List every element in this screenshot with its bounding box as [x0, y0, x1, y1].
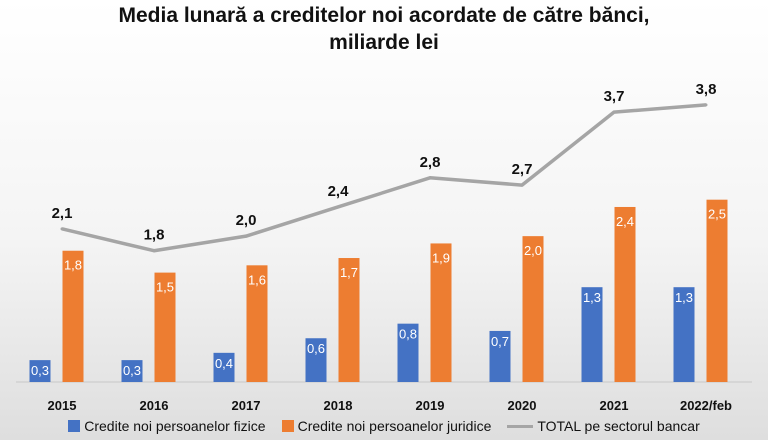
legend-swatch-total: [507, 424, 534, 428]
point-total-2017: [244, 234, 248, 238]
point-total-2020: [520, 183, 524, 187]
bar-persoane-juridice-2015: [62, 250, 84, 382]
x-tick-label-2022/feb: 2022/feb: [680, 398, 732, 413]
bar-persoane-juridice-2018: [338, 258, 360, 382]
data-label-persoane-juridice-2015: 1,8: [64, 258, 82, 273]
point-total-2019: [428, 176, 432, 180]
point-total-2018: [336, 205, 340, 209]
legend-label-persoane-juridice: Credite noi persoanelor juridice: [297, 418, 492, 434]
data-label-persoane-juridice-2020: 2,0: [524, 243, 542, 258]
data-label-persoane-fizice-2016: 0,3: [123, 363, 141, 378]
bar-persoane-juridice-2017: [246, 265, 268, 382]
data-label-persoane-juridice-2016: 1,5: [156, 280, 174, 295]
data-label-total-2018: 2,4: [328, 183, 350, 200]
bar-persoane-fizice-2021: [581, 287, 603, 382]
data-label-persoane-juridice-2018: 1,7: [340, 265, 358, 280]
data-label-persoane-juridice-2021: 2,4: [616, 214, 634, 229]
data-label-persoane-juridice-2017: 1,6: [248, 272, 266, 287]
data-label-persoane-fizice-2021: 1,3: [583, 290, 601, 305]
data-label-total-2017: 2,0: [236, 212, 257, 229]
bar-persoane-juridice-2021: [614, 206, 636, 382]
data-label-persoane-fizice-2020: 0,7: [491, 334, 509, 349]
data-label-persoane-juridice-2022/feb: 2,5: [708, 207, 726, 222]
data-label-total-2015: 2,1: [52, 205, 73, 222]
x-tick-label-2017: 2017: [232, 398, 261, 413]
point-total-2021: [612, 110, 616, 114]
bar-persoane-fizice-2016: [121, 360, 143, 382]
chart-title-line-1: Media lunară a creditelor noi acordate d…: [118, 4, 650, 27]
legend-item-total: TOTAL pe sectorul bancar: [507, 418, 700, 434]
legend-swatch-persoane-fizice: [68, 420, 81, 432]
chart-legend: Credite noi persoanelor fizice Credite n…: [0, 418, 768, 434]
line-total-sector-bancar: [61, 103, 707, 253]
point-total-2016: [152, 249, 156, 253]
data-label-total-2022/feb: 3,8: [696, 81, 717, 98]
legend-swatch-persoane-juridice: [281, 420, 294, 432]
bar-persoane-juridice-2016: [154, 272, 176, 382]
data-label-persoane-fizice-2022/feb: 1,3: [675, 290, 693, 305]
x-tick-label-2021: 2021: [600, 398, 629, 413]
x-tick-label-2015: 2015: [48, 398, 77, 413]
bar-persoane-juridice-2022/feb: [706, 199, 728, 382]
x-tick-label-2018: 2018: [324, 398, 353, 413]
point-total-2015: [60, 227, 64, 231]
x-tick-label-2016: 2016: [140, 398, 169, 413]
bar-persoane-fizice-2020: [489, 330, 511, 382]
bar-persoane-juridice-2019: [430, 243, 452, 382]
data-label-total-2019: 2,8: [420, 154, 441, 171]
bar-persoane-fizice-2022/feb: [673, 287, 695, 382]
bar-persoane-fizice-2017: [213, 352, 235, 382]
x-tick-label-2020: 2020: [508, 398, 537, 413]
data-label-total-2020: 2,7: [512, 161, 533, 178]
bar-persoane-juridice-2020: [522, 236, 544, 382]
legend-label-persoane-fizice: Credite noi persoanelor fizice: [84, 418, 266, 434]
bar-persoane-fizice-2018: [305, 338, 327, 382]
point-total-2022/feb: [704, 103, 708, 107]
data-label-persoane-fizice-2018: 0,6: [307, 341, 325, 356]
chart-title: Media lunară a creditelor noi acordate d…: [0, 2, 768, 56]
chart-title-line-2: miliarde lei: [329, 31, 439, 54]
legend-item-persoane-juridice: Credite noi persoanelor juridice: [281, 418, 492, 434]
data-label-persoane-fizice-2019: 0,8: [399, 327, 417, 342]
data-label-persoane-juridice-2019: 1,9: [432, 250, 450, 265]
data-label-persoane-fizice-2017: 0,4: [215, 356, 233, 371]
legend-item-persoane-fizice: Credite noi persoanelor fizice: [68, 418, 266, 434]
data-label-total-2021: 3,7: [604, 88, 625, 105]
x-tick-label-2019: 2019: [416, 398, 445, 413]
bar-persoane-fizice-2015: [29, 360, 51, 382]
legend-label-total: TOTAL pe sectorul bancar: [537, 418, 700, 434]
data-label-persoane-fizice-2015: 0,3: [31, 363, 49, 378]
bar-persoane-fizice-2019: [397, 323, 419, 382]
data-label-total-2016: 1,8: [144, 227, 165, 244]
